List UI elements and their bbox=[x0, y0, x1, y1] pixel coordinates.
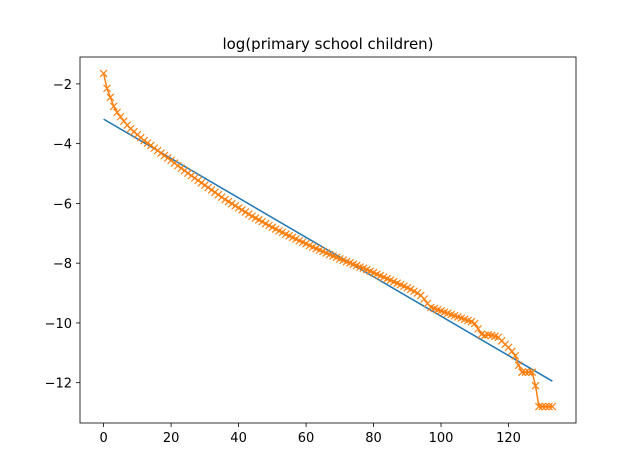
y-tick-label: −4 bbox=[53, 138, 72, 153]
data-point-marker bbox=[194, 176, 203, 185]
data-point-marker bbox=[187, 171, 196, 180]
y-tick-label: −12 bbox=[45, 377, 72, 392]
data-point-marker bbox=[99, 69, 108, 78]
x-tick-label: 20 bbox=[163, 431, 180, 446]
x-tick-label: 120 bbox=[496, 431, 521, 446]
data-point-marker bbox=[545, 402, 553, 411]
data-point-marker bbox=[143, 139, 152, 147]
data-point-marker bbox=[173, 161, 182, 170]
data-point-marker bbox=[116, 112, 125, 121]
data-point-marker bbox=[177, 164, 186, 173]
data-point-marker bbox=[518, 368, 526, 377]
data-point-marker bbox=[113, 108, 122, 117]
x-tick-label: 40 bbox=[230, 431, 247, 446]
data-point-marker bbox=[200, 181, 209, 190]
series-line-1 bbox=[102, 73, 553, 408]
data-point-marker bbox=[531, 381, 540, 390]
data-point-marker bbox=[511, 351, 520, 360]
data-point-marker bbox=[514, 361, 523, 370]
data-point-marker bbox=[474, 324, 483, 333]
y-tick-label: −8 bbox=[53, 257, 72, 272]
x-tick-label: 100 bbox=[429, 431, 454, 446]
data-point-marker bbox=[140, 136, 149, 145]
x-tick-label: 60 bbox=[298, 431, 315, 446]
data-point-marker bbox=[470, 319, 479, 328]
data-point-marker bbox=[217, 193, 226, 202]
data-point-marker bbox=[204, 183, 213, 192]
axes-frame bbox=[79, 56, 577, 424]
data-point-marker bbox=[211, 188, 219, 197]
x-tick-label: 80 bbox=[365, 431, 382, 446]
data-point-marker bbox=[538, 402, 547, 411]
data-point-marker bbox=[109, 102, 118, 111]
data-point-marker bbox=[157, 149, 165, 158]
series-line-0 bbox=[103, 118, 553, 382]
data-point-marker bbox=[548, 402, 557, 411]
data-point-marker bbox=[214, 190, 223, 199]
x-tick-label: 0 bbox=[99, 431, 107, 446]
plot-area bbox=[99, 69, 557, 411]
y-tick-label: −10 bbox=[45, 317, 72, 332]
y-tick-label: −2 bbox=[53, 78, 72, 93]
axes: 0 20 40 60 80 100 120 −2 −4 −6 −8 −10 −12 bbox=[45, 56, 577, 446]
data-point-marker bbox=[106, 93, 115, 102]
data-point-marker bbox=[420, 295, 429, 303]
data-point-marker bbox=[190, 174, 199, 182]
data-point-marker bbox=[521, 368, 530, 377]
data-point-marker bbox=[163, 154, 172, 162]
data-point-marker bbox=[524, 368, 533, 377]
data-point-marker bbox=[160, 151, 169, 160]
data-point-marker bbox=[150, 144, 159, 153]
data-point-marker bbox=[184, 169, 192, 178]
data-point-marker bbox=[197, 178, 206, 187]
y-tick-label: −6 bbox=[53, 197, 72, 212]
data-point-marker bbox=[528, 368, 537, 377]
data-point-marker bbox=[534, 402, 543, 411]
data-point-marker bbox=[507, 347, 516, 356]
chart-title: log(primary school children) bbox=[222, 35, 433, 53]
data-point-marker bbox=[207, 186, 216, 194]
data-point-marker bbox=[541, 402, 550, 411]
data-point-marker bbox=[413, 289, 422, 297]
data-point-marker bbox=[103, 84, 111, 93]
